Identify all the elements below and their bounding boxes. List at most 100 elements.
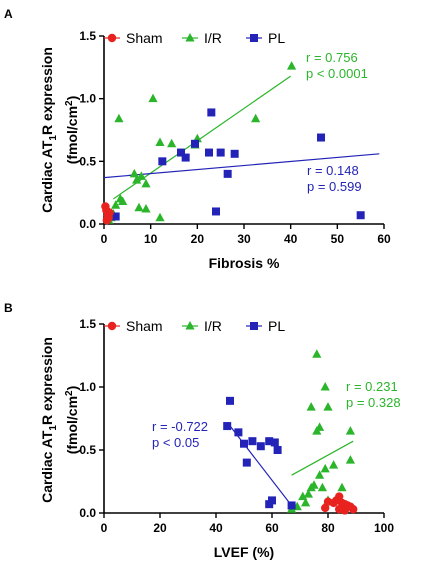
regression-line-ir bbox=[112, 75, 292, 200]
data-point bbox=[129, 168, 139, 178]
data-point bbox=[287, 61, 297, 70]
x-tick-label: 10 bbox=[144, 232, 158, 246]
legend-label: Sham bbox=[126, 30, 163, 46]
x-tick-label: 30 bbox=[237, 232, 251, 246]
y-tick-label: 0.5 bbox=[79, 443, 96, 457]
legend-label: PL bbox=[268, 30, 285, 46]
data-point bbox=[167, 138, 177, 148]
x-tick-label: 40 bbox=[284, 232, 298, 246]
legend-label: I/R bbox=[204, 30, 222, 46]
data-point bbox=[287, 501, 296, 510]
x-tick-label: 80 bbox=[321, 521, 335, 535]
data-point bbox=[177, 148, 185, 157]
regression-line-pl bbox=[226, 421, 295, 510]
data-point bbox=[317, 482, 327, 492]
data-point bbox=[105, 208, 114, 217]
x-tick-label: 20 bbox=[191, 232, 205, 246]
data-point bbox=[148, 93, 158, 103]
y-tick-label: 1.0 bbox=[79, 92, 96, 106]
data-point bbox=[323, 497, 333, 506]
x-tick-label: 60 bbox=[377, 232, 391, 246]
data-point bbox=[134, 202, 144, 212]
series-sham bbox=[101, 202, 114, 225]
data-point bbox=[141, 178, 151, 188]
data-point bbox=[114, 113, 124, 123]
data-point bbox=[230, 149, 239, 158]
data-point bbox=[155, 212, 165, 222]
y-axis-unit: (fmol/cm2) bbox=[64, 386, 80, 455]
stat-annotation: p = 0.328 bbox=[346, 395, 401, 410]
legend-marker bbox=[185, 33, 195, 42]
panel-letter: A bbox=[4, 7, 13, 21]
x-axis-title: LVEF (%) bbox=[214, 544, 274, 560]
series-ir bbox=[104, 61, 297, 224]
data-point bbox=[320, 463, 330, 473]
data-point bbox=[158, 157, 167, 166]
legend-marker bbox=[185, 321, 195, 330]
stat-annotation: p = 0.599 bbox=[307, 179, 362, 194]
legend: Sham I/R PL bbox=[104, 318, 285, 334]
panel-letter: B bbox=[4, 301, 13, 315]
data-point bbox=[270, 438, 279, 447]
data-point bbox=[265, 437, 274, 446]
data-point bbox=[323, 402, 333, 411]
stat-annotation: r = 0.231 bbox=[346, 379, 398, 394]
data-point bbox=[226, 396, 234, 405]
data-point bbox=[205, 148, 213, 157]
data-point bbox=[111, 200, 121, 209]
data-point bbox=[345, 426, 355, 435]
series-pl bbox=[223, 396, 296, 510]
stat-annotation: p < 0.05 bbox=[152, 435, 199, 450]
x-tick-label: 60 bbox=[265, 521, 279, 535]
legend-marker bbox=[107, 33, 117, 43]
stat-annotation: r = 0.756 bbox=[306, 50, 358, 65]
data-point bbox=[212, 207, 220, 216]
data-point bbox=[240, 439, 248, 448]
y-axis-unit: (fmol/cm2) bbox=[64, 96, 80, 165]
y-tick-label: 1.5 bbox=[79, 317, 96, 331]
data-point bbox=[242, 458, 251, 467]
y-axis-title: Cardiac AT1R expression bbox=[39, 337, 59, 503]
data-point bbox=[256, 442, 265, 451]
x-tick-label: 50 bbox=[331, 232, 345, 246]
data-point bbox=[321, 503, 330, 513]
data-point bbox=[132, 175, 142, 184]
data-point bbox=[223, 169, 232, 178]
legend-marker bbox=[107, 321, 117, 331]
y-axis-title-rest: R expression bbox=[39, 47, 55, 135]
y-tick-label: 0.5 bbox=[79, 154, 96, 168]
series-ir bbox=[287, 349, 355, 513]
data-point bbox=[317, 133, 325, 142]
x-tick-label: 0 bbox=[101, 232, 108, 246]
data-point bbox=[191, 139, 199, 148]
data-point bbox=[306, 482, 316, 492]
data-point bbox=[273, 446, 282, 454]
data-point bbox=[315, 470, 325, 479]
y-axis-title: Cardiac AT1R expression bbox=[39, 47, 59, 213]
data-point bbox=[207, 108, 216, 117]
stat-annotation: r = 0.148 bbox=[307, 163, 359, 178]
data-point bbox=[301, 497, 311, 507]
data-point bbox=[356, 211, 365, 220]
y-tick-label: 1.0 bbox=[79, 380, 96, 394]
panel-a: A 0 10 20 30 40 50 60 0.0 0.5 1.0 1.5 Fibrosis % Card… bbox=[4, 7, 391, 271]
data-point bbox=[251, 113, 261, 123]
data-point bbox=[248, 437, 257, 446]
x-axis-title: Fibrosis % bbox=[209, 255, 280, 271]
stat-annotation: p < 0.0001 bbox=[306, 66, 368, 81]
stat-annotation: r = -0.722 bbox=[152, 419, 208, 434]
data-point bbox=[155, 137, 165, 147]
data-point bbox=[298, 491, 308, 501]
legend-marker bbox=[250, 322, 258, 330]
x-tick-label: 20 bbox=[153, 521, 167, 535]
subscript: 1 bbox=[48, 135, 59, 141]
subscript: 1 bbox=[48, 425, 59, 431]
data-point bbox=[141, 203, 151, 213]
data-point bbox=[118, 196, 128, 205]
data-point bbox=[320, 382, 330, 391]
data-point bbox=[306, 402, 316, 411]
data-point bbox=[345, 455, 355, 464]
legend-label: PL bbox=[268, 318, 285, 334]
x-tick-label: 100 bbox=[374, 521, 394, 535]
y-axis-unit-rest: ) bbox=[64, 96, 80, 101]
